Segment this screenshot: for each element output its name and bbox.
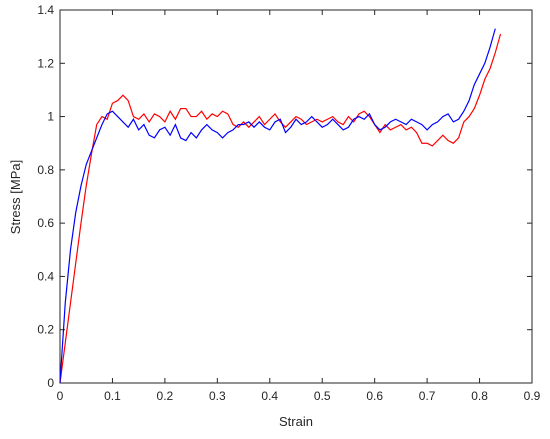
y-tick-label: 0.4 <box>37 269 54 283</box>
y-tick-label: 1.2 <box>37 56 54 70</box>
plot-frame <box>59 9 533 384</box>
line-series <box>59 33 502 384</box>
y-axis-label: Stress [MPa] <box>8 160 23 234</box>
x-tick-label: 0.8 <box>471 389 488 403</box>
x-tick-label: 0.1 <box>104 389 121 403</box>
x-tick-label: 0.4 <box>261 389 278 403</box>
y-tick-label: 1 <box>47 110 54 124</box>
x-tick-label: 0.7 <box>419 389 436 403</box>
x-axis-label: Strain <box>279 414 313 429</box>
line-series <box>59 28 496 384</box>
y-tick-label: 1.4 <box>37 3 54 17</box>
x-tick-label: 0.2 <box>157 389 174 403</box>
x-tick-label: 0.3 <box>209 389 226 403</box>
y-tick-label: 0 <box>47 376 54 390</box>
x-tick-label: 0.5 <box>314 389 331 403</box>
x-tick-label: 0 <box>57 389 64 403</box>
y-tick-label: 0.6 <box>37 216 54 230</box>
y-tick-label: 0.8 <box>37 163 54 177</box>
x-tick-label: 0.9 <box>524 389 541 403</box>
x-tick-label: 0.6 <box>366 389 383 403</box>
y-tick-label: 0.2 <box>37 323 54 337</box>
